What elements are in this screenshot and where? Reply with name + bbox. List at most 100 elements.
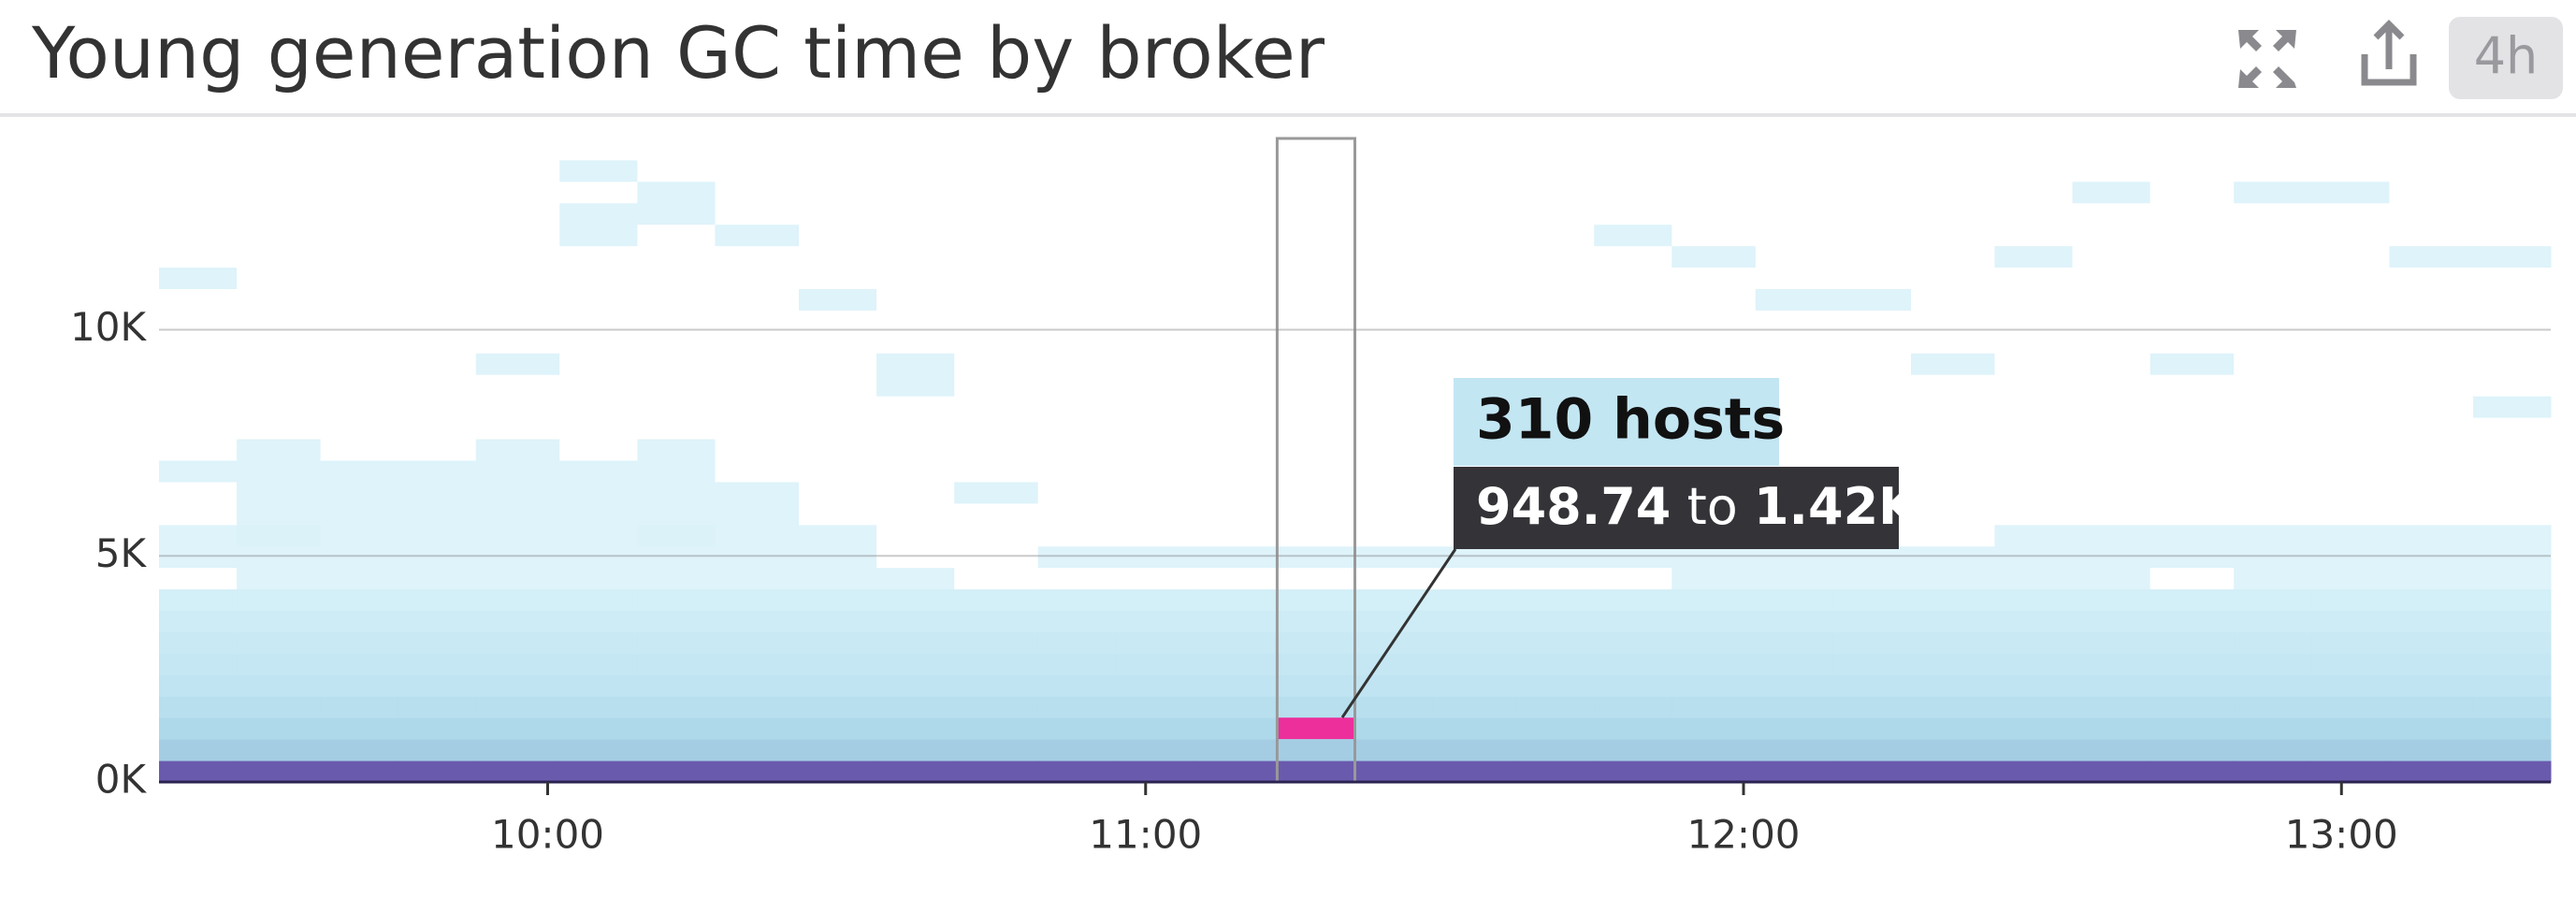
- heatmap-cell: [2389, 331, 2474, 354]
- heatmap-cell: [954, 310, 1039, 332]
- heatmap-cell: [1911, 631, 1995, 654]
- heatmap-cell: [1911, 524, 1995, 547]
- share-icon[interactable]: [2361, 20, 2417, 86]
- heatmap-cell: [2149, 331, 2235, 354]
- heatmap-cell: [1354, 760, 1434, 783]
- heatmap-cell: [1037, 138, 1117, 161]
- heatmap-cell: [1432, 760, 1517, 783]
- heatmap-cell: [1994, 245, 2074, 268]
- heatmap-cell: [475, 202, 560, 225]
- heatmap-cell: [559, 588, 638, 612]
- heatmap-cell: [2472, 588, 2552, 612]
- heatmap-cell: [876, 310, 955, 332]
- timeframe-label[interactable]: 4h: [2474, 27, 2539, 86]
- heatmap-cell: [475, 460, 560, 483]
- heatmap-cell: [2311, 353, 2390, 375]
- heatmap-cell: [1994, 224, 2074, 247]
- heatmap-cell: [1115, 674, 1194, 697]
- heatmap-cell: [475, 631, 560, 654]
- heatmap-cell: [2389, 224, 2474, 247]
- heatmap-cell: [320, 460, 399, 483]
- heatmap-cell: [159, 417, 238, 440]
- heatmap-cell: [1994, 439, 2074, 461]
- heatmap-cell: [798, 181, 877, 204]
- heatmap-cell: [2472, 696, 2552, 718]
- heatmap-cell: [1193, 610, 1278, 632]
- heatmap-cell: [2311, 481, 2390, 504]
- tooltip-range: 948.74 to 1.42K: [1476, 477, 1919, 536]
- heatmap-cell: [715, 502, 800, 526]
- heatmap-cell: [1354, 439, 1434, 461]
- heatmap-cell: [475, 588, 560, 612]
- heatmap-cell: [1354, 460, 1434, 483]
- heatmap-cell: [1516, 202, 1595, 225]
- heatmap-cell: [1277, 545, 1355, 569]
- heatmap-cell: [2234, 181, 2312, 204]
- heatmap-cell: [1037, 417, 1117, 440]
- heatmap-cell: [1432, 138, 1517, 161]
- heatmap-cell: [2072, 674, 2151, 697]
- heatmap-cell: [2234, 460, 2312, 483]
- heatmap-cell: [2149, 610, 2235, 632]
- heatmap-cell: [2149, 181, 2235, 204]
- heatmap-cell: [1594, 588, 1672, 612]
- heatmap-cell: [1672, 310, 1757, 332]
- heatmap-cell: [159, 439, 238, 461]
- heatmap-cell: [2234, 674, 2312, 697]
- heatmap-cell: [798, 353, 877, 375]
- heatmap-cell: [159, 267, 238, 290]
- heatmap-cell: [1354, 374, 1434, 397]
- heatmap-cell: [2311, 331, 2390, 354]
- heatmap-cell: [1672, 331, 1757, 354]
- heatmap-cell: [1755, 159, 1834, 182]
- heatmap-cell: [2072, 181, 2151, 204]
- heatmap-cell: [637, 502, 716, 526]
- heatmap-cell: [237, 588, 322, 612]
- heatmap-cell: [1354, 288, 1434, 311]
- heatmap-cell: [1354, 696, 1434, 718]
- heatmap-cell: [1516, 224, 1595, 247]
- heatmap-cell: [876, 567, 955, 590]
- heatmap-cell: [1832, 396, 1912, 418]
- heatmap-cell: [1832, 159, 1912, 182]
- heatmap-cell: [1115, 353, 1194, 375]
- heatmap-cell: [237, 202, 322, 225]
- heatmap-cell: [1193, 310, 1278, 332]
- heatmap-cell: [637, 460, 716, 483]
- heatmap-cell: [398, 739, 477, 761]
- heatmap-cell: [1516, 588, 1595, 612]
- heatmap-cell: [2234, 159, 2312, 182]
- heatmap-cell: [798, 460, 877, 483]
- heatmap-cell: [475, 396, 560, 418]
- heatmap-cell: [398, 524, 477, 547]
- heatmap-cell: [1432, 588, 1517, 612]
- heatmap-cell: [1037, 717, 1117, 740]
- timeframe-button[interactable]: [2449, 17, 2563, 99]
- heatmap-cell: [2149, 138, 2235, 161]
- heatmap-cell: [559, 310, 638, 332]
- heatmap-cell: [237, 545, 322, 569]
- heatmap-cell: [1594, 310, 1672, 332]
- heatmap-cell: [1755, 717, 1834, 740]
- heatmap-cell: [1277, 159, 1355, 182]
- heatmap-cell: [715, 353, 800, 375]
- heatmap-cell: [2389, 245, 2474, 268]
- heatmap-cell: [559, 331, 638, 354]
- heatmap-cell: [715, 460, 800, 483]
- heatmap-cell: [1115, 502, 1194, 526]
- expand-icon[interactable]: [2238, 30, 2296, 88]
- heatmap-cell: [1277, 224, 1355, 247]
- heatmap-cell: [159, 760, 238, 783]
- heatmap-cell: [1516, 653, 1595, 675]
- heatmap-cell: [876, 610, 955, 632]
- heatmap-cell: [2234, 353, 2312, 375]
- heatmap-cell: [1115, 717, 1194, 740]
- heatmap-cell: [2072, 481, 2151, 504]
- heatmap-cell: [2072, 524, 2151, 547]
- heatmap-cell: [954, 760, 1039, 783]
- heatmap-cell: [1432, 224, 1517, 247]
- heatmap-cell: [876, 653, 955, 675]
- heatmap-cell: [159, 588, 238, 612]
- heatmap-cell: [954, 138, 1039, 161]
- heatmap-cell: [398, 760, 477, 783]
